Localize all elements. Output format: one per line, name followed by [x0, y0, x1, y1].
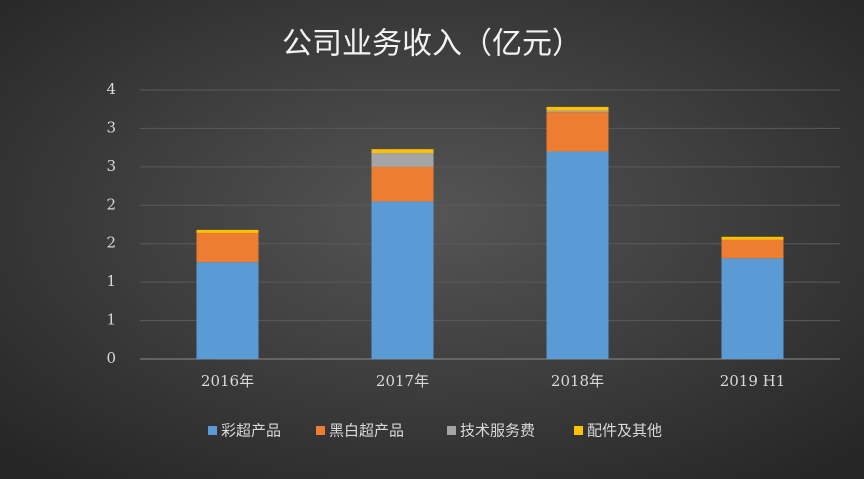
legend-label: 技术服务费 — [460, 422, 535, 440]
bar-segment — [371, 149, 434, 154]
legend-swatch — [208, 426, 217, 435]
y-tick-label: 1 — [106, 272, 116, 290]
bar-segment — [546, 106, 609, 111]
bar-segment — [196, 262, 259, 359]
bar-segment — [721, 239, 784, 259]
x-tick-label: 2016年 — [201, 372, 254, 390]
bar-segment — [371, 201, 434, 359]
bar-segment — [546, 110, 609, 113]
x-tick-label: 2019 H1 — [720, 372, 786, 390]
legend-swatch — [447, 426, 456, 435]
y-tick-label: 0 — [106, 349, 116, 367]
bar-segment — [546, 112, 609, 152]
bar-segment — [196, 229, 259, 233]
bar-segment — [546, 151, 609, 359]
y-tick-label: 2 — [106, 234, 116, 252]
legend-label: 黑白超产品 — [329, 422, 404, 440]
x-tick-label: 2018年 — [551, 372, 604, 390]
legend-swatch — [574, 426, 583, 435]
bar-segment — [371, 166, 434, 202]
legend-label: 配件及其他 — [587, 422, 662, 440]
y-tick-label: 1 — [106, 311, 116, 329]
bar-segment — [196, 232, 259, 263]
y-tick-label: 3 — [106, 157, 116, 175]
y-tick-label: 2 — [106, 195, 116, 213]
bar-segment — [721, 258, 784, 359]
bar-segment — [371, 153, 434, 167]
y-tick-label: 4 — [106, 80, 116, 98]
y-tick-label: 3 — [106, 118, 116, 136]
bar-segment — [721, 236, 784, 240]
legend-label: 彩超产品 — [221, 422, 281, 440]
chart-title: 公司业务收入（亿元） — [282, 27, 582, 62]
legend-swatch — [316, 426, 325, 435]
x-tick-label: 2017年 — [376, 372, 429, 390]
